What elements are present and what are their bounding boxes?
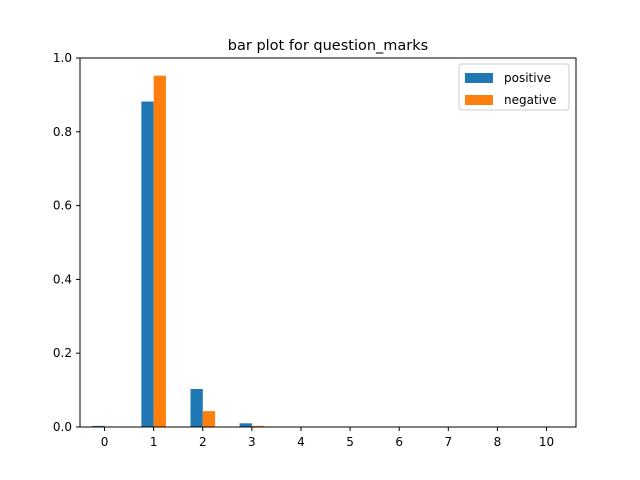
legend-swatch-positive xyxy=(465,73,493,83)
bars-group xyxy=(92,75,559,428)
x-tick-label: 2 xyxy=(199,435,207,449)
x-tick-label: 1 xyxy=(150,435,158,449)
legend-swatch-negative xyxy=(465,95,493,105)
x-tick-label: 5 xyxy=(346,435,354,449)
legend-label-positive: positive xyxy=(504,71,551,85)
x-tick-label: 3 xyxy=(248,435,256,449)
bar-negative-2 xyxy=(202,411,216,427)
plot-frame xyxy=(79,57,577,428)
y-tick-label: 0.6 xyxy=(53,199,72,213)
legend-label-negative: negative xyxy=(504,93,556,107)
axes-group: 0.0 0.2 0.4 0.6 0.8 1.0 0 1 2 3 4 5 6 7 8 10 xyxy=(53,51,577,449)
x-tick-label: 10 xyxy=(539,435,554,449)
y-tick-label: 0.0 xyxy=(53,420,72,434)
legend: positive negative xyxy=(458,63,570,111)
bar-positive-1 xyxy=(141,101,154,427)
bar-positive-3 xyxy=(239,423,252,427)
x-tick-label: 7 xyxy=(444,435,452,449)
y-tick-label: 1.0 xyxy=(53,51,72,65)
bar-positive-2 xyxy=(190,388,203,427)
chart-title: bar plot for question_marks xyxy=(228,38,428,54)
x-tick-label: 0 xyxy=(101,435,109,449)
x-tick-label: 6 xyxy=(395,435,403,449)
bar-negative-1 xyxy=(153,75,166,428)
x-tick-label: 4 xyxy=(297,435,305,449)
x-tick-label: 8 xyxy=(494,435,502,449)
bar-negative-3 xyxy=(251,425,265,427)
y-tick-label: 0.2 xyxy=(53,346,72,360)
bar-positive-0 xyxy=(92,425,105,427)
y-tick-label: 0.4 xyxy=(53,272,72,286)
y-tick-label: 0.8 xyxy=(53,125,72,139)
